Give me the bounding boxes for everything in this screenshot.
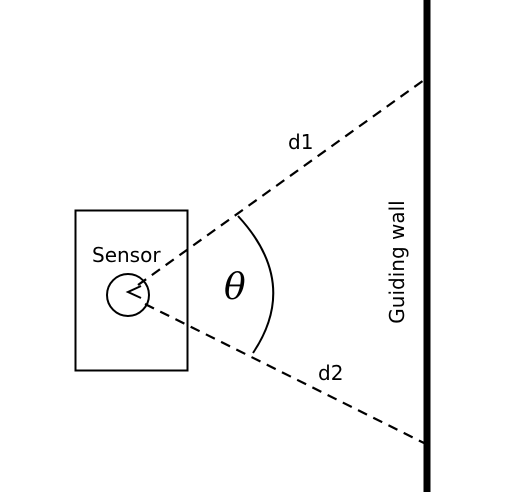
wall-label: Guiding wall	[385, 200, 409, 323]
sensor-circle	[106, 273, 150, 317]
beam-d2	[144, 303, 425, 444]
angle-arc	[237, 215, 275, 354]
angle-label: θ	[224, 267, 246, 308]
chevron-left-icon	[125, 285, 142, 299]
beam-d1	[137, 79, 425, 286]
distance-1-label: d1	[288, 130, 313, 154]
distance-2-label: d2	[318, 361, 343, 385]
sensor-box	[74, 209, 189, 372]
sensor-label: Sensor	[92, 243, 161, 267]
